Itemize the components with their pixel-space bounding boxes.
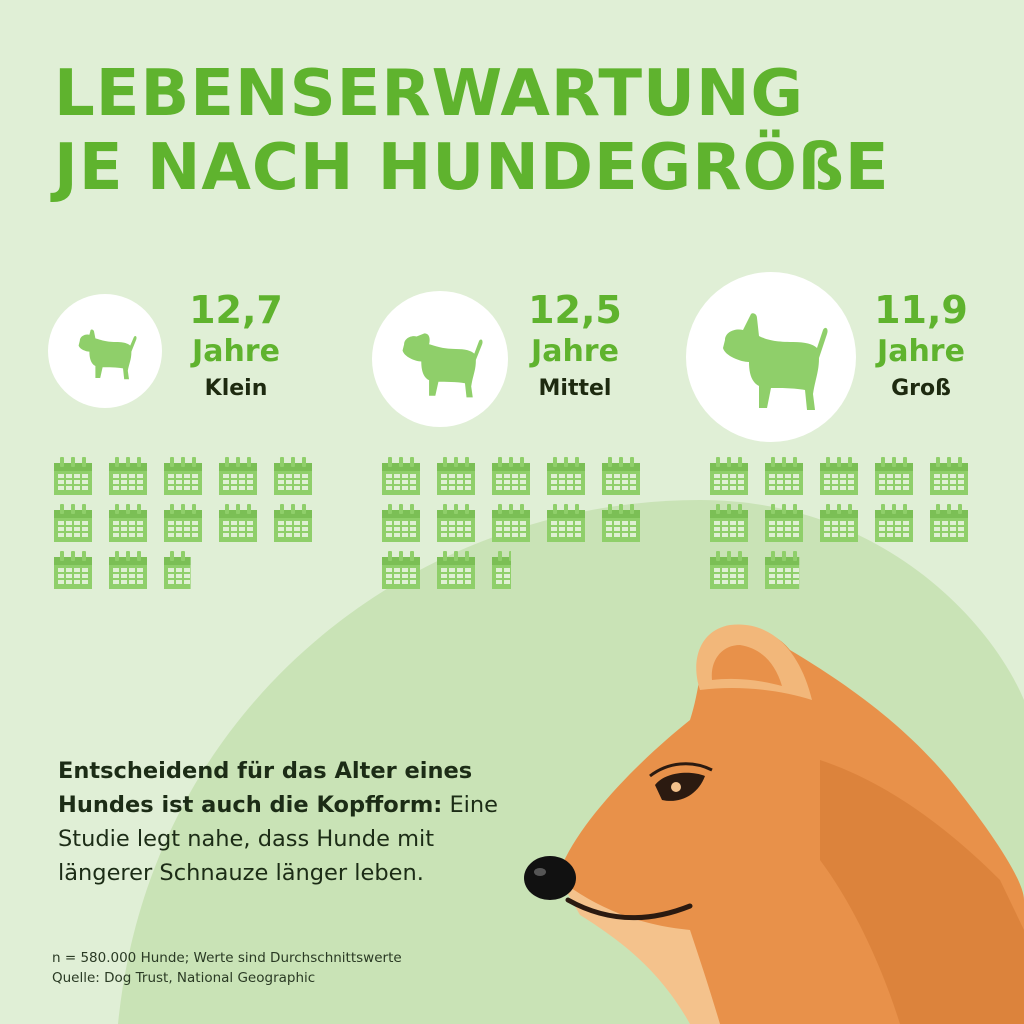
dog-small-badge xyxy=(48,294,162,408)
info-note: Entscheidend für das Alter eines Hundes … xyxy=(58,754,508,890)
footer: n = 580.000 Hunde; Werte sind Durchschni… xyxy=(52,948,402,988)
page-title-line-2: JE NACH HUNDEGRÖßE xyxy=(54,131,890,205)
unit-label-small: Jahre xyxy=(192,334,280,369)
footer-sample: n = 580.000 Hunde; Werte sind Durchschni… xyxy=(52,950,402,966)
stat-small: 12,7 Jahre Klein xyxy=(176,288,296,406)
info-note-bold: Entscheidend für das Alter eines Hundes … xyxy=(58,757,473,818)
stat-large: 11,9 Jahre Groß xyxy=(861,288,981,406)
dog-large-badge xyxy=(686,272,856,442)
stat-medium: 12,5 Jahre Mittel xyxy=(515,288,635,406)
page-title-line-1: LEBENSERWARTUNG xyxy=(54,57,805,131)
small-dog-icon xyxy=(78,329,137,380)
info-note-text: Eine Studie legt nahe, dass Hunde mit lä… xyxy=(58,791,499,886)
large-dog-icon xyxy=(723,313,828,410)
value-label-small: 12,7 xyxy=(189,288,283,332)
value-label-large: 11,9 xyxy=(874,288,968,332)
category-label-large: Groß xyxy=(891,376,951,401)
dog-medium-badge xyxy=(372,291,508,427)
unit-label-medium: Jahre xyxy=(531,334,619,369)
category-label-medium: Mittel xyxy=(538,376,612,401)
footer-source: Quelle: Dog Trust, National Geographic xyxy=(52,970,316,986)
value-label-medium: 12,5 xyxy=(528,288,622,332)
category-label-small: Klein xyxy=(204,376,268,401)
medium-dog-icon xyxy=(402,333,483,398)
unit-label-large: Jahre xyxy=(877,334,965,369)
